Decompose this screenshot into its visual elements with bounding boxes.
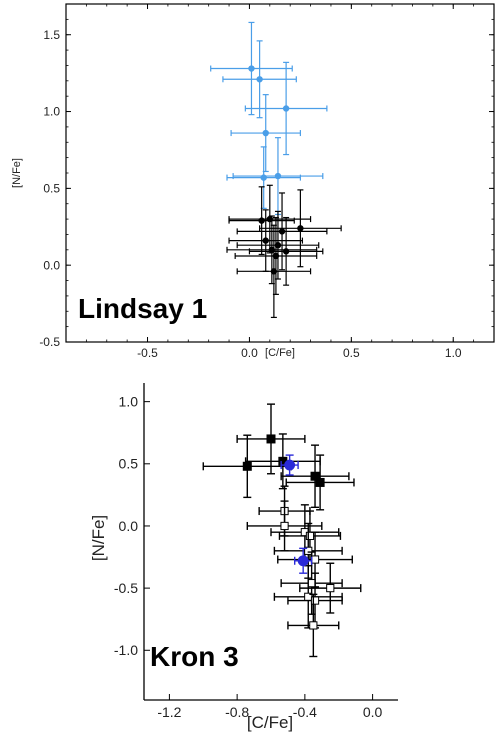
marker-square-open [304, 546, 313, 555]
marker-square-open [309, 621, 318, 630]
marker-square-open [280, 521, 289, 531]
marker-circle [256, 76, 263, 83]
data-point [202, 434, 293, 499]
x-axis-title: [C/Fe] [265, 347, 295, 359]
data-point [236, 224, 312, 319]
data-point [230, 94, 301, 173]
panel-label: Kron 3 [150, 641, 239, 672]
y-tick-label: -0.5 [39, 335, 60, 349]
y-tick-label: 1.5 [43, 28, 60, 42]
data-point [248, 216, 324, 286]
marker-circle [272, 252, 280, 260]
x-tick-label: -1.2 [157, 704, 181, 720]
kron-3-panel: -1.2 -0.8 -0.4 0.0 -1.0 -0.5 0.0 0.5 1.0 [C/Fe] [N… [89, 383, 398, 732]
data-point [244, 61, 328, 156]
marker-circle [282, 105, 290, 112]
marker-square-open [305, 531, 315, 541]
marker-square-filled [310, 471, 320, 481]
x-axis-title: [C/Fe] [247, 713, 293, 732]
x-tick-label: -0.4 [293, 704, 317, 720]
marker-circle [274, 242, 282, 249]
marker-square-filled [266, 434, 276, 444]
series-1 [246, 485, 362, 658]
data-point [280, 444, 350, 509]
series-0 [210, 21, 328, 216]
marker-circle [278, 228, 286, 235]
data-point [228, 184, 312, 254]
y-axis-title: [N/Fe] [89, 515, 108, 561]
x-tick-label: 0.0 [241, 346, 258, 360]
marker-square-open [307, 579, 316, 588]
x-tick-label: 0.5 [343, 346, 360, 360]
data-point [280, 454, 299, 476]
data-point [259, 189, 342, 268]
y-axis-title: [N/Fe] [11, 158, 23, 188]
marker-circle [260, 174, 267, 181]
data-point [294, 547, 313, 574]
x-tick-label: -0.5 [137, 346, 158, 360]
marker-circle [282, 248, 290, 255]
data-point [232, 137, 324, 216]
lindsay-1-panel: -0.5 0.0 0.5 1.0 -0.5 0.0 0.5 1.0 1.5 [C/Fe] [N/Fe… [11, 3, 495, 360]
panel-label: Lindsay 1 [78, 293, 207, 324]
y-tick-label: 0.5 [119, 456, 139, 472]
y-tick-label: 0.0 [43, 258, 60, 272]
data-point [226, 146, 301, 209]
data-point [222, 40, 297, 119]
marker-circle [262, 129, 269, 137]
data-point [287, 593, 340, 658]
plot-frame [65, 3, 495, 343]
y-tick-label: 1.0 [43, 105, 60, 119]
data-point [287, 572, 343, 629]
data-point [228, 186, 295, 256]
data-point [236, 210, 320, 280]
x-tick-label: -0.8 [225, 704, 249, 720]
y-tick-label: 0.0 [119, 518, 139, 534]
marker-circle [248, 65, 255, 72]
marker-circle [262, 237, 269, 244]
marker-square-open [310, 555, 320, 564]
data-point [236, 403, 306, 475]
series-0 [202, 403, 355, 511]
data-point [234, 216, 318, 295]
marker-square-filled [242, 461, 252, 471]
y-tick-label: 0.5 [43, 182, 60, 196]
series-1 [226, 184, 342, 319]
x-tick-label: 0.0 [363, 704, 383, 720]
marker-circle [297, 225, 304, 232]
data-point [273, 565, 343, 629]
data-point [210, 21, 293, 116]
marker-square-filled [278, 456, 288, 466]
x-tick-label: 1.0 [445, 346, 462, 360]
data-point [299, 562, 362, 614]
series-2 [280, 454, 313, 574]
marker-circle [284, 459, 296, 471]
marker-circle [297, 555, 309, 567]
data-point [244, 433, 321, 490]
marker-circle [270, 268, 278, 275]
y-tick-label: 1.0 [119, 394, 139, 410]
y-tick-label: -1.0 [114, 642, 138, 658]
marker-square-open [326, 584, 335, 593]
marker-square-open [310, 596, 320, 605]
data-point [236, 192, 328, 271]
y-tick-label: -0.5 [114, 580, 138, 596]
data-point [285, 454, 355, 511]
marker-square-filled [315, 477, 325, 487]
